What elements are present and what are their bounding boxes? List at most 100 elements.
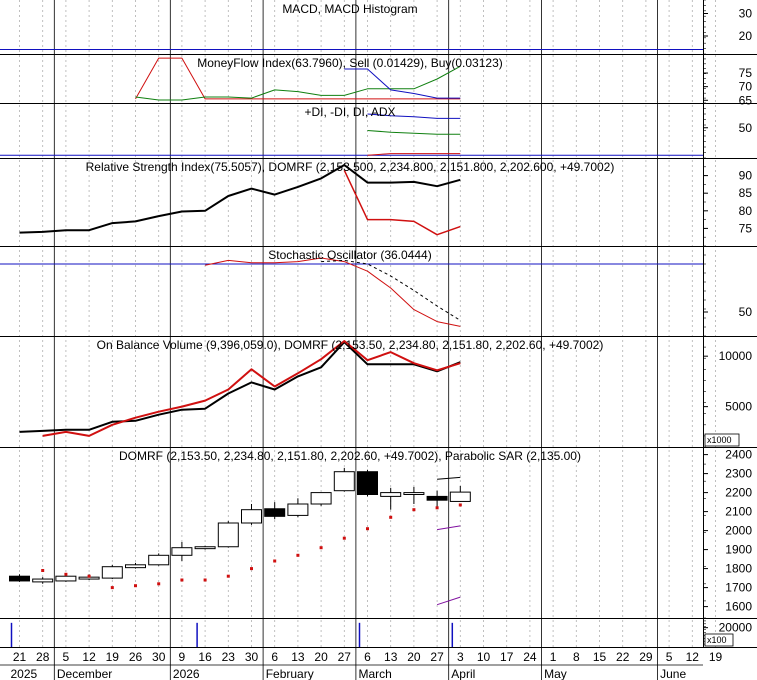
y-tick-label: 1700 (725, 581, 752, 595)
x-tick-label: 23 (222, 650, 236, 664)
sar-dot (134, 584, 137, 588)
x-tick-label: 5 (63, 650, 70, 664)
y-tick-label: 20000 (719, 621, 753, 635)
sar-dot (87, 574, 91, 578)
x-tick-label: 21 (13, 650, 27, 664)
sar-dot (273, 559, 277, 563)
month-label: 2026 (173, 667, 200, 680)
y-tick-label: 1900 (725, 543, 752, 557)
unit-box (704, 633, 734, 647)
y-tick-label: 5000 (725, 400, 752, 414)
x-tick-label: 20 (314, 650, 328, 664)
candle-body (333, 471, 355, 492)
x-tick-label: 29 (639, 650, 653, 664)
x-tick-label: 6 (364, 650, 371, 664)
panel-title-macd: MACD, MACD Histogram (282, 2, 417, 16)
sar-dot (226, 574, 230, 578)
sar-dot (296, 553, 300, 557)
x-tick-label: 9 (179, 650, 186, 664)
indicator-band-line (436, 596, 461, 606)
sar-dot (319, 546, 323, 550)
x-tick-label: 5 (666, 650, 673, 664)
sar-dot (389, 515, 393, 519)
x-tick-label: 15 (593, 650, 607, 664)
y-tick-label: 50 (739, 121, 753, 135)
x-tick-label: 16 (198, 650, 212, 664)
x-tick-label: 26 (129, 650, 143, 664)
x-tick-label: 13 (384, 650, 398, 664)
sar-dot (203, 578, 207, 582)
x-tick-label: 27 (430, 650, 444, 664)
sar-dot (366, 527, 369, 531)
sar-dot (157, 582, 161, 586)
series-line-dmi (367, 113, 461, 119)
y-tick-label: 2100 (725, 505, 752, 519)
x-tick-label: 6 (271, 650, 278, 664)
y-tick-label: 20 (739, 29, 753, 43)
y-tick-label: 2200 (725, 486, 752, 500)
candle-body (148, 554, 170, 566)
series-line-rsi (343, 169, 461, 236)
x-tick-label: 24 (523, 650, 537, 664)
panel-title-dmi: +DI, -DI, DI, ADX (304, 105, 395, 119)
y-tick-label: 80 (739, 204, 753, 218)
sar-dot (110, 586, 114, 590)
series-line-mfi (135, 57, 461, 100)
y-tick-label: 1600 (725, 600, 752, 614)
x-tick-label: 12 (686, 650, 700, 664)
series-line-dmi (367, 153, 461, 156)
month-label: March (359, 667, 392, 680)
y-tick-label: 85 (739, 186, 753, 200)
series-line-mfi (344, 68, 461, 99)
sar-dot (41, 569, 45, 572)
candle-body (171, 547, 193, 556)
month-label: December (57, 667, 112, 680)
x-tick-label: 19 (106, 650, 120, 664)
month-label: June (660, 667, 686, 680)
sar-dot (458, 503, 462, 507)
candle-body (32, 578, 54, 583)
panel-title-stoch: Stochastic Oscillator (36.0444) (268, 248, 431, 262)
y-tick-label: 1800 (725, 562, 752, 576)
x-tick-label: 12 (82, 650, 96, 664)
candle-body (217, 522, 239, 548)
y-tick-label: 10000 (719, 349, 753, 363)
y-tick-label: 2000 (725, 524, 752, 538)
series-line-mfi (135, 65, 461, 101)
x-tick-label: 27 (338, 650, 352, 664)
chart-panels: MACD, MACD Histogram MoneyFlow Index(63.7… (0, 2, 703, 647)
x-tick-label: 28 (36, 650, 50, 664)
month-label: May (544, 667, 567, 680)
candle-body (125, 564, 146, 569)
x-tick-label: 30 (152, 650, 166, 664)
sar-dot (412, 508, 416, 512)
panel-title-price: DOMRF (2,153.50, 2,234.80, 2,151.80, 2,2… (119, 449, 581, 463)
candle-body (310, 492, 332, 505)
x-tick-label: 17 (500, 650, 514, 664)
y-tick-label: 75 (739, 221, 753, 235)
month-label: February (266, 667, 314, 680)
x-tick-label: 30 (245, 650, 259, 664)
series-line-obv (42, 340, 461, 437)
candle-body (287, 503, 309, 516)
x-tick-label: 3 (457, 650, 464, 664)
y-tick-label: 90 (739, 169, 753, 183)
candle-body (449, 491, 471, 502)
panel-title-obv: On Balance Volume (9,396,059.0), DOMRF (… (97, 338, 604, 352)
candle-body (101, 566, 123, 579)
candle-body (194, 546, 216, 550)
x-tick-label: 1 (550, 650, 557, 664)
sar-dot (435, 506, 439, 510)
y-tick-label: 70 (739, 80, 753, 94)
sar-dot (342, 536, 346, 540)
sar-dot (250, 567, 253, 571)
candle-body (264, 508, 286, 517)
y-tick-label: 2300 (725, 467, 752, 481)
indicator-band-line (437, 525, 461, 531)
indicator-band-line (437, 476, 461, 480)
x-tick-label: 8 (573, 650, 580, 664)
x-tick-label: 19 (709, 650, 723, 664)
candle-body (380, 492, 402, 497)
series-line-dmi (367, 130, 461, 135)
